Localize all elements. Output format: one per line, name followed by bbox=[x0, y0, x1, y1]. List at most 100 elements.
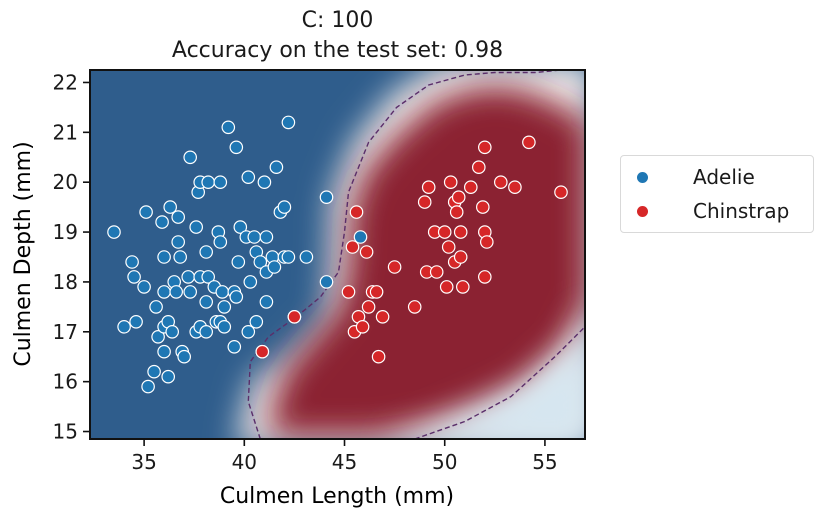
chinstrap-point bbox=[453, 225, 468, 239]
adelie-point bbox=[157, 250, 171, 264]
chinstrap-point bbox=[369, 285, 384, 299]
chinstrap-point bbox=[475, 200, 490, 214]
y-tick-label: 15 bbox=[53, 420, 78, 444]
adelie-point bbox=[125, 255, 139, 269]
adelie-point bbox=[319, 190, 334, 204]
y-axis-label: Culmen Depth (mm) bbox=[11, 141, 36, 366]
adelie-point bbox=[189, 220, 203, 234]
chinstrap-point bbox=[443, 175, 458, 189]
adelie-point bbox=[127, 270, 141, 284]
adelie-point bbox=[139, 205, 153, 219]
chinstrap-point bbox=[255, 344, 270, 359]
adelie-point bbox=[229, 140, 244, 155]
adelie-point bbox=[183, 150, 197, 165]
y-tick-label: 18 bbox=[53, 270, 78, 294]
chart-subtitle: Accuracy on the test set: 0.98 bbox=[171, 38, 504, 63]
y-tick-label: 20 bbox=[53, 170, 78, 194]
adelie-point bbox=[161, 369, 175, 384]
adelie-point bbox=[173, 250, 187, 264]
adelie-point bbox=[137, 280, 151, 294]
chinstrap-point bbox=[359, 245, 374, 259]
adelie-point bbox=[253, 255, 268, 269]
x-tick-label: 55 bbox=[532, 450, 557, 474]
chinstrap-point bbox=[449, 205, 464, 219]
adelie-point bbox=[199, 245, 213, 259]
adelie-point bbox=[165, 324, 179, 339]
y-tick-label: 22 bbox=[53, 70, 78, 94]
adelie-point bbox=[181, 270, 195, 284]
adelie-point bbox=[117, 319, 131, 334]
adelie-point bbox=[169, 285, 183, 299]
chinstrap-point bbox=[417, 195, 432, 209]
adelie-point bbox=[201, 175, 215, 189]
adelie-point bbox=[149, 300, 163, 314]
adelie-point bbox=[281, 115, 296, 130]
adelie-point bbox=[157, 344, 171, 359]
adelie-point bbox=[215, 285, 230, 299]
chinstrap-point bbox=[429, 265, 444, 279]
y-tick-label: 16 bbox=[53, 370, 78, 394]
x-axis: 35 40 45 50 55 bbox=[131, 439, 558, 474]
adelie-point bbox=[267, 260, 282, 274]
adelie-point bbox=[163, 200, 177, 214]
y-tick-label: 19 bbox=[53, 220, 78, 244]
chinstrap-point bbox=[439, 280, 454, 294]
adelie-point bbox=[183, 285, 197, 299]
x-tick-label: 40 bbox=[232, 450, 257, 474]
chinstrap-point bbox=[375, 309, 390, 324]
chinstrap-point bbox=[451, 190, 466, 204]
adelie-point bbox=[233, 220, 248, 234]
adelie-point bbox=[299, 250, 314, 264]
chinstrap-point bbox=[453, 250, 468, 264]
chinstrap-point bbox=[477, 140, 492, 155]
legend-label-chinstrap: Chinstrap bbox=[693, 199, 790, 223]
chinstrap-point bbox=[455, 280, 470, 294]
y-tick-label: 17 bbox=[53, 320, 78, 344]
adelie-point bbox=[201, 270, 215, 284]
adelie-point bbox=[227, 339, 242, 354]
chinstrap-point bbox=[463, 180, 478, 194]
chinstrap-point bbox=[371, 349, 386, 364]
adelie-point bbox=[171, 210, 185, 224]
legend-item-chinstrap: Chinstrap bbox=[637, 196, 789, 226]
adelie-point bbox=[249, 314, 264, 329]
margin-contour-line bbox=[414, 326, 585, 439]
chinstrap-point bbox=[508, 180, 522, 194]
chinstrap-point bbox=[554, 185, 568, 199]
y-axis: 15 16 17 18 19 20 21 22 bbox=[53, 70, 90, 444]
chinstrap-point bbox=[349, 205, 364, 219]
adelie-point bbox=[147, 364, 161, 379]
decision-heatmap bbox=[90, 70, 585, 439]
legend-item-adelie: Adelie bbox=[637, 162, 755, 192]
adelie-point bbox=[213, 235, 228, 249]
scatter-points bbox=[107, 115, 568, 394]
adelie-point bbox=[157, 285, 171, 299]
chinstrap-point bbox=[345, 240, 360, 254]
adelie-point bbox=[213, 175, 228, 189]
adelie-point bbox=[129, 314, 143, 329]
adelie-point bbox=[257, 175, 272, 189]
adelie-point bbox=[217, 300, 232, 314]
chinstrap-point bbox=[522, 135, 536, 150]
adelie-point bbox=[199, 324, 213, 339]
chinstrap-point bbox=[421, 180, 436, 194]
chart-title: C: 100 bbox=[301, 8, 374, 33]
adelie-point bbox=[247, 230, 262, 244]
adelie-point bbox=[229, 290, 244, 304]
chinstrap-point bbox=[477, 270, 492, 284]
adelie-point bbox=[259, 230, 274, 244]
adelie-point bbox=[353, 230, 368, 244]
chinstrap-point bbox=[355, 319, 370, 334]
adelie-point bbox=[217, 319, 232, 334]
adelie-point bbox=[155, 215, 169, 229]
adelie-point bbox=[241, 170, 256, 184]
adelie-point bbox=[141, 379, 155, 394]
legend: Adelie Chinstrap bbox=[620, 155, 814, 233]
x-axis-label: Culmen Length (mm) bbox=[220, 484, 454, 509]
adelie-point bbox=[171, 235, 185, 249]
chinstrap-point bbox=[407, 300, 422, 314]
chinstrap-point bbox=[471, 160, 486, 174]
adelie-point bbox=[199, 295, 213, 309]
